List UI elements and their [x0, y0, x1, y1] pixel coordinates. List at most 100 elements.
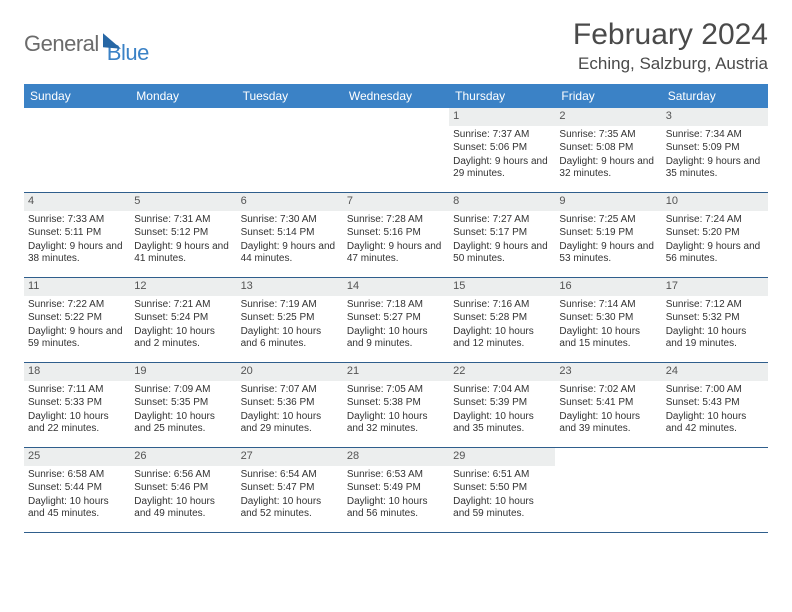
calendar-day: 5Sunrise: 7:31 AMSunset: 5:12 PMDaylight…: [130, 193, 236, 277]
calendar-day: 23Sunrise: 7:02 AMSunset: 5:41 PMDayligh…: [555, 363, 661, 447]
day-number: 5: [130, 193, 236, 211]
daylight-text: Daylight: 10 hours and 15 minutes.: [559, 326, 657, 351]
calendar-day: 13Sunrise: 7:19 AMSunset: 5:25 PMDayligh…: [237, 278, 343, 362]
daylight-text: Daylight: 10 hours and 9 minutes.: [347, 326, 445, 351]
calendar-day: 24 Sunrise: 7:00 AMSunset: 5:43 PMDayligh…: [662, 363, 768, 447]
calendar-day: 2Sunrise: 7:35 AMSunset: 5:08 PMDaylight…: [555, 108, 661, 192]
sunset-text: Sunset: 5:39 PM: [453, 397, 551, 410]
calendar-day: 14Sunrise: 7:18 AMSunset: 5:27 PMDayligh…: [343, 278, 449, 362]
daylight-text: Daylight: 9 hours and 44 minutes.: [241, 241, 339, 266]
sunrise-text: Sunrise: 7:28 AM: [347, 214, 445, 227]
month-title: February 2024: [573, 18, 768, 52]
sunset-text: Sunset: 5:38 PM: [347, 397, 445, 410]
daylight-text: Daylight: 9 hours and 29 minutes.: [453, 156, 551, 181]
calendar-day: 4 Sunrise: 7:33 AMSunset: 5:11 PMDaylight…: [24, 193, 130, 277]
calendar-week: ....1Sunrise: 7:37 AMSunset: 5:06 PMDayl…: [24, 108, 768, 193]
calendar-day: 28Sunrise: 6:53 AMSunset: 5:49 PMDayligh…: [343, 448, 449, 532]
calendar-day: 16 Sunrise: 7:14 AMSunset: 5:30 PMDayligh…: [555, 278, 661, 362]
day-number: 10: [662, 193, 768, 211]
daylight-text: Daylight: 10 hours and 39 minutes.: [559, 411, 657, 436]
sunrise-text: Sunrise: 7:07 AM: [241, 384, 339, 397]
weekday-header: Sunday: [24, 84, 130, 108]
sunrise-text: Sunrise: 7:24 AM: [666, 214, 764, 227]
day-number: 2: [555, 108, 661, 126]
day-number: 4: [24, 193, 130, 211]
calendar-day: 20Sunrise: 7:07 AMSunset: 5:36 PMDayligh…: [237, 363, 343, 447]
weekday-header: Monday: [130, 84, 236, 108]
daylight-text: Daylight: 10 hours and 59 minutes.: [453, 496, 551, 521]
day-number: 16: [555, 278, 661, 296]
sunrise-text: Sunrise: 7:05 AM: [347, 384, 445, 397]
calendar-day: 19Sunrise: 7:09 AMSunset: 5:35 PMDayligh…: [130, 363, 236, 447]
day-number: 27: [237, 448, 343, 466]
daylight-text: Daylight: 10 hours and 42 minutes.: [666, 411, 764, 436]
calendar-day: 6Sunrise: 7:30 AMSunset: 5:14 PMDaylight…: [237, 193, 343, 277]
day-number: 19: [130, 363, 236, 381]
sunset-text: Sunset: 5:08 PM: [559, 142, 657, 155]
calendar-day: 25Sunrise: 6:58 AMSunset: 5:44 PMDayligh…: [24, 448, 130, 532]
calendar-day: .: [555, 448, 661, 532]
calendar-day: 22Sunrise: 7:04 AMSunset: 5:39 PMDayligh…: [449, 363, 555, 447]
day-number: 7: [343, 193, 449, 211]
sunset-text: Sunset: 5:49 PM: [347, 482, 445, 495]
day-number: 14: [343, 278, 449, 296]
sunset-text: Sunset: 5:47 PM: [241, 482, 339, 495]
daylight-text: Daylight: 10 hours and 49 minutes.: [134, 496, 232, 521]
sunset-text: Sunset: 5:11 PM: [28, 227, 126, 240]
daylight-text: Daylight: 10 hours and 32 minutes.: [347, 411, 445, 436]
daylight-text: Daylight: 10 hours and 19 minutes.: [666, 326, 764, 351]
sunset-text: Sunset: 5:22 PM: [28, 312, 126, 325]
sunrise-text: Sunrise: 7:04 AM: [453, 384, 551, 397]
day-number: 18: [24, 363, 130, 381]
sunrise-text: Sunrise: 7:25 AM: [559, 214, 657, 227]
sunrise-text: Sunrise: 7:12 AM: [666, 299, 764, 312]
calendar-day: 10 Sunrise: 7:24 AMSunset: 5:20 PMDayligh…: [662, 193, 768, 277]
daylight-text: Daylight: 9 hours and 50 minutes.: [453, 241, 551, 266]
calendar-day: 27Sunrise: 6:54 AMSunset: 5:47 PMDayligh…: [237, 448, 343, 532]
sunset-text: Sunset: 5:09 PM: [666, 142, 764, 155]
sunrise-text: Sunrise: 7:11 AM: [28, 384, 126, 397]
calendar-day: .: [662, 448, 768, 532]
sunset-text: Sunset: 5:33 PM: [28, 397, 126, 410]
day-number: 3: [662, 108, 768, 126]
daylight-text: Daylight: 10 hours and 22 minutes.: [28, 411, 126, 436]
calendar-week: 25Sunrise: 6:58 AMSunset: 5:44 PMDayligh…: [24, 448, 768, 533]
sunset-text: Sunset: 5:14 PM: [241, 227, 339, 240]
day-number: 29: [449, 448, 555, 466]
sunrise-text: Sunrise: 7:14 AM: [559, 299, 657, 312]
sunrise-text: Sunrise: 7:09 AM: [134, 384, 232, 397]
sunset-text: Sunset: 5:20 PM: [666, 227, 764, 240]
weekday-header: Wednesday: [343, 84, 449, 108]
sunrise-text: Sunrise: 7:33 AM: [28, 214, 126, 227]
daylight-text: Daylight: 9 hours and 38 minutes.: [28, 241, 126, 266]
sunset-text: Sunset: 5:43 PM: [666, 397, 764, 410]
sunrise-text: Sunrise: 7:27 AM: [453, 214, 551, 227]
day-number: 22: [449, 363, 555, 381]
sunrise-text: Sunrise: 6:54 AM: [241, 469, 339, 482]
sunrise-text: Sunrise: 7:16 AM: [453, 299, 551, 312]
daylight-text: Daylight: 9 hours and 47 minutes.: [347, 241, 445, 266]
calendar-day: .: [237, 108, 343, 192]
calendar-day: .: [343, 108, 449, 192]
calendar-page: General Blue February 2024 Eching, Salzb…: [0, 0, 792, 545]
sunrise-text: Sunrise: 6:56 AM: [134, 469, 232, 482]
sunrise-text: Sunrise: 7:00 AM: [666, 384, 764, 397]
calendar-day: .: [130, 108, 236, 192]
day-number: 20: [237, 363, 343, 381]
weekday-header: Friday: [555, 84, 661, 108]
daylight-text: Daylight: 9 hours and 35 minutes.: [666, 156, 764, 181]
daylight-text: Daylight: 10 hours and 6 minutes.: [241, 326, 339, 351]
sunset-text: Sunset: 5:12 PM: [134, 227, 232, 240]
sunset-text: Sunset: 5:19 PM: [559, 227, 657, 240]
daylight-text: Daylight: 9 hours and 56 minutes.: [666, 241, 764, 266]
calendar-day: 15Sunrise: 7:16 AMSunset: 5:28 PMDayligh…: [449, 278, 555, 362]
daylight-text: Daylight: 10 hours and 25 minutes.: [134, 411, 232, 436]
sunrise-text: Sunrise: 6:53 AM: [347, 469, 445, 482]
weekday-header: Saturday: [662, 84, 768, 108]
day-number: 24: [662, 363, 768, 381]
calendar-day: 11Sunrise: 7:22 AMSunset: 5:22 PMDayligh…: [24, 278, 130, 362]
logo-text-general: General: [24, 31, 99, 57]
sunset-text: Sunset: 5:30 PM: [559, 312, 657, 325]
daylight-text: Daylight: 10 hours and 12 minutes.: [453, 326, 551, 351]
day-number: 26: [130, 448, 236, 466]
